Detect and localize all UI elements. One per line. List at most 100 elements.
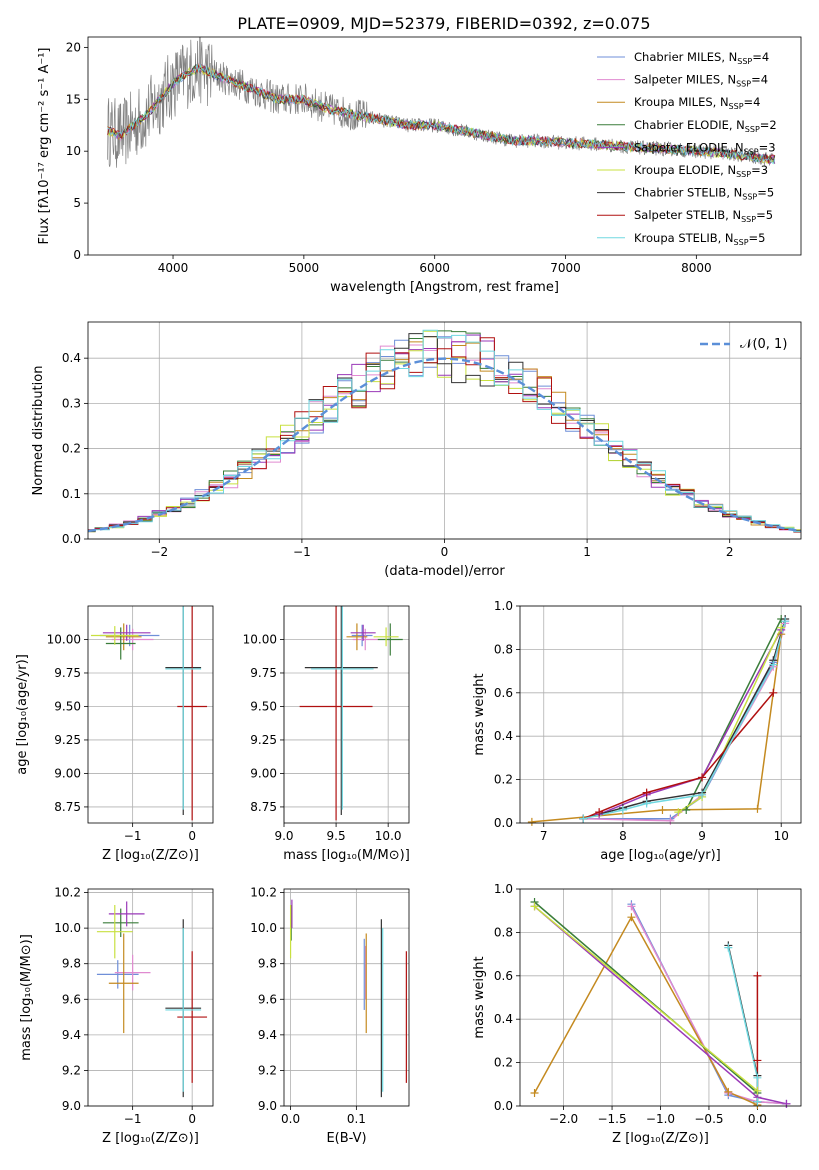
series-marker-5-1 xyxy=(753,1086,762,1095)
series-marker-7-2 xyxy=(642,788,651,797)
residual-histogram-panel: −2 −1 0 1 2 0.0 0.1 0.2 0.3 0.4 (data-model)/error… xyxy=(31,321,802,579)
legend-subscript: SSP xyxy=(737,57,752,66)
series-marker-8-4 xyxy=(769,660,778,669)
y-tick-label: 9.50 xyxy=(54,699,81,713)
series-marker-2-2 xyxy=(724,1087,733,1096)
age-vs-z-panel: −1 0 8.75 9.00 9.25 9.50 9.75 10.00 Z [log₁₀(Z/Z… xyxy=(15,605,214,863)
series-line-3 xyxy=(685,618,782,811)
series-marker-8-1 xyxy=(753,1073,762,1082)
histogram-step-7 xyxy=(88,337,801,533)
y-tick-label: 10.2 xyxy=(54,886,81,900)
series-marker-5-2 xyxy=(777,623,786,632)
x-axis-label: E(B-V) xyxy=(326,1131,366,1146)
spectrum-panel: 4000 5000 6000 7000 8000 0 5 10 15 20 wavelength [… xyxy=(37,36,802,295)
series-line-1 xyxy=(630,906,787,1105)
legend-count: =5 xyxy=(756,208,773,222)
y-tick-label: 0 xyxy=(73,248,81,262)
mass-vs-z-panel: −1 0 9.0 9.2 9.4 9.6 9.8 10.0 10.2 Z [log₁₀(Z/Z⊙)… xyxy=(19,886,214,1146)
axes-frame xyxy=(283,888,410,1107)
legend-entry-2: Kroupa MILES, NSSP=4 xyxy=(634,95,760,111)
series-marker-2-0 xyxy=(530,1088,539,1097)
age-vs-mass-plot-area xyxy=(299,606,403,821)
series-marker-8-3 xyxy=(698,790,707,799)
legend-subscript: SSP xyxy=(736,170,751,179)
y-axis-label: age [log₁₀(age/yr)] xyxy=(15,654,30,775)
x-axis-label: (data-model)/error xyxy=(384,564,505,579)
x-tick-label: 0 xyxy=(441,545,449,559)
y-tick-label: 9.0 xyxy=(62,1099,81,1113)
y-tick-label: 0.8 xyxy=(494,925,513,939)
x-axis-label: wavelength [Angstrom, rest frame] xyxy=(330,280,559,295)
legend-entry-8: Kroupa STELIB, NSSP=5 xyxy=(634,231,765,247)
legend-count: =3 xyxy=(759,140,776,154)
series-line-1 xyxy=(583,623,786,822)
series-marker-8-2 xyxy=(642,799,651,808)
series-marker-7-1 xyxy=(595,808,604,817)
x-tick-label: 1 xyxy=(583,545,591,559)
series-marker-8-0 xyxy=(579,814,588,823)
x-tick-label: 0.0 xyxy=(281,1112,300,1126)
x-tick-label: 7 xyxy=(540,829,548,843)
histogram-step-6 xyxy=(88,333,801,532)
x-tick-label: 5000 xyxy=(289,261,320,275)
series-marker-2-0 xyxy=(527,817,536,826)
x-tick-label: 0 xyxy=(188,1112,196,1126)
y-axis-label: Normed distribution xyxy=(31,366,46,496)
age-vs-z-plot-area xyxy=(90,606,208,821)
y-tick-label: 0.0 xyxy=(494,1099,513,1113)
y-tick-label: 1.0 xyxy=(494,599,513,613)
x-tick-label: 0.0 xyxy=(748,1112,767,1126)
y-tick-label: 9.2 xyxy=(258,1063,277,1077)
mass-weight-vs-age-panel: 7 8 9 10 0.0 0.2 0.4 0.6 0.8 1.0 age [log₁₀(age/yr… xyxy=(472,599,802,863)
model-spectrum-line-4 xyxy=(107,63,776,164)
y-tick-label: 9.8 xyxy=(258,957,277,971)
legend-subscript: SSP xyxy=(729,102,744,111)
series-marker-2-2 xyxy=(753,804,762,813)
series-marker-8-1 xyxy=(618,805,627,814)
series-marker-8-5 xyxy=(781,617,790,626)
model-spectrum-line-8 xyxy=(107,63,776,165)
x-tick-label: 10 xyxy=(774,829,789,843)
y-tick-label: 9.25 xyxy=(250,733,277,747)
series-line-2 xyxy=(533,915,758,1106)
y-tick-label: 8.75 xyxy=(54,800,81,814)
series-marker-1-1 xyxy=(666,816,675,825)
y-axis-label: mass [log₁₀(M/M⊙)] xyxy=(19,934,34,1061)
y-tick-label: 9.25 xyxy=(54,733,81,747)
y-tick-label: 0.6 xyxy=(494,686,513,700)
y-tick-label: 9.6 xyxy=(258,992,277,1006)
mass-vs-z-plot-area xyxy=(96,901,208,1098)
legend-entry-6: Chabrier STELIB, NSSP=5 xyxy=(634,186,774,202)
y-tick-label: 9.75 xyxy=(54,666,81,680)
x-axis-label: Z [log₁₀(Z/Z⊙)] xyxy=(612,1131,709,1146)
x-tick-label: −2 xyxy=(150,545,168,559)
y-tick-label: 0.4 xyxy=(494,1012,513,1026)
series-marker-5-0 xyxy=(674,808,683,817)
x-tick-label: 4000 xyxy=(158,261,189,275)
x-tick-label: 9 xyxy=(698,829,706,843)
legend-count: =3 xyxy=(751,163,768,177)
x-tick-label: −1 xyxy=(124,1112,142,1126)
y-tick-label: 15 xyxy=(66,92,81,106)
legend-subscript: SSP xyxy=(736,80,751,89)
series-marker-2-1 xyxy=(627,913,636,922)
series-marker-5-0 xyxy=(530,902,539,911)
legend-count: =4 xyxy=(744,95,761,109)
y-tick-label: 0.8 xyxy=(494,642,513,656)
x-tick-label: 9.5 xyxy=(327,829,346,843)
histogram-plot-area xyxy=(88,329,801,533)
series-marker-3-0 xyxy=(682,805,691,814)
series-line-3 xyxy=(534,901,758,1094)
y-axis-label: mass weight xyxy=(472,956,487,1038)
x-tick-label: 8000 xyxy=(681,261,712,275)
series-marker-1-0 xyxy=(627,902,636,911)
axes-frame xyxy=(519,888,802,1107)
series-line-4 xyxy=(598,629,782,815)
y-tick-label: 0.4 xyxy=(494,729,513,743)
legend-count: =5 xyxy=(749,231,766,245)
y-tick-label: 10 xyxy=(66,144,81,158)
legend-count: =5 xyxy=(757,186,774,200)
series-line-0 xyxy=(583,620,786,820)
series-line-5 xyxy=(677,627,782,813)
